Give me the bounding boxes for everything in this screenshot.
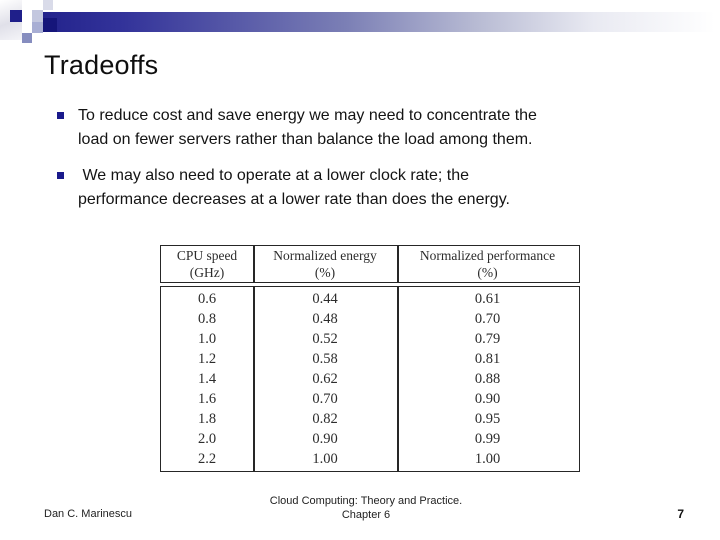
header-line: Normalized performance bbox=[419, 248, 556, 263]
header-line: (%) bbox=[314, 265, 336, 280]
page-title: Tradeoffs bbox=[44, 50, 159, 80]
table-cell: 0.90 bbox=[312, 431, 338, 447]
table-cell: 1.8 bbox=[197, 411, 217, 427]
table-column-divider bbox=[253, 287, 255, 471]
table-cell: 1.6 bbox=[197, 391, 217, 407]
table-cell: 0.62 bbox=[312, 371, 338, 387]
header-line: (GHz) bbox=[189, 265, 225, 280]
table-column-divider bbox=[397, 246, 399, 282]
table-cell: 2.2 bbox=[197, 451, 217, 467]
header-line: (%) bbox=[477, 265, 498, 280]
cpu-tradeoff-table: CPU speed (GHz) Normalized energy (%) No… bbox=[160, 245, 580, 472]
table-cell: 0.44 bbox=[312, 291, 338, 307]
table-cell: 0.82 bbox=[312, 411, 338, 427]
bullet-square-icon bbox=[57, 112, 64, 119]
table-cell: 0.6 bbox=[197, 291, 217, 307]
table-column-divider bbox=[253, 246, 255, 282]
header-line: Normalized energy bbox=[273, 248, 377, 263]
table-cell: 0.70 bbox=[474, 311, 501, 327]
page-number: 7 bbox=[677, 507, 684, 521]
table-cell: 0.79 bbox=[474, 331, 501, 347]
bullet-item-2: We may also need to operate at a lower c… bbox=[57, 164, 677, 212]
deco-periwinkle-square-icon bbox=[32, 10, 43, 22]
table-header-cell: Normalized performance (%) bbox=[397, 247, 578, 282]
table-cell: 0.99 bbox=[474, 431, 501, 447]
table-cell: 0.52 bbox=[312, 331, 338, 347]
table-cell: 0.95 bbox=[474, 411, 501, 427]
deco-mid-square-icon bbox=[32, 22, 43, 33]
table-cell: 1.2 bbox=[197, 351, 217, 367]
bullet-item-1: To reduce cost and save energy we may ne… bbox=[57, 104, 677, 152]
table-cell: 0.88 bbox=[474, 371, 501, 387]
table-cell: 1.4 bbox=[197, 371, 217, 387]
table-column-divider bbox=[397, 287, 399, 471]
table-cell: 0.70 bbox=[312, 391, 338, 407]
table-header-cell: Normalized energy (%) bbox=[253, 247, 397, 282]
table-cell: 0.90 bbox=[474, 391, 501, 407]
table-header-cell: CPU speed (GHz) bbox=[161, 247, 253, 282]
bullet-line: performance decreases at a lower rate th… bbox=[78, 191, 510, 208]
footer-author: Dan C. Marinescu bbox=[44, 508, 133, 520]
bullet-square-icon bbox=[57, 172, 64, 179]
deco-light-square-icon bbox=[43, 0, 53, 10]
table-cell: 0.48 bbox=[312, 311, 338, 327]
deco-bar-start-square-icon bbox=[43, 18, 57, 32]
bullet-line: We may also need to operate at a lower c… bbox=[78, 167, 470, 184]
table-cell: 0.61 bbox=[474, 291, 501, 307]
footer-citation-line1: Cloud Computing: Theory and Practice. bbox=[269, 495, 463, 507]
table-cell: 0.81 bbox=[474, 351, 501, 367]
header-line: CPU speed bbox=[176, 248, 238, 263]
deco-navy-square-icon bbox=[10, 10, 22, 22]
bullet-text: To reduce cost and save energy we may ne… bbox=[78, 104, 677, 152]
footer-citation: Cloud Computing: Theory and Practice. Ch… bbox=[166, 494, 566, 522]
table-cell: 0.8 bbox=[197, 311, 217, 327]
bullet-line: To reduce cost and save energy we may ne… bbox=[78, 107, 537, 124]
table-body: 0.6 0.44 0.61 0.8 0.48 0.70 1.0 0.52 0.79 1.2 0.58… bbox=[160, 286, 580, 472]
table-cell: 1.0 bbox=[197, 331, 217, 347]
table-cell: 2.0 bbox=[197, 431, 217, 447]
header-gradient-bar bbox=[43, 12, 715, 32]
table-cell: 1.00 bbox=[312, 451, 338, 467]
footer-citation-line2: Chapter 6 bbox=[341, 509, 391, 521]
deco-slate-square-icon bbox=[22, 33, 32, 43]
table-cell: 0.58 bbox=[312, 351, 338, 367]
table-header-row: CPU speed (GHz) Normalized energy (%) No… bbox=[160, 245, 580, 283]
table-cell: 1.00 bbox=[474, 451, 501, 467]
bullet-text: We may also need to operate at a lower c… bbox=[78, 164, 677, 212]
bullet-line: load on fewer servers rather than balanc… bbox=[78, 131, 533, 148]
